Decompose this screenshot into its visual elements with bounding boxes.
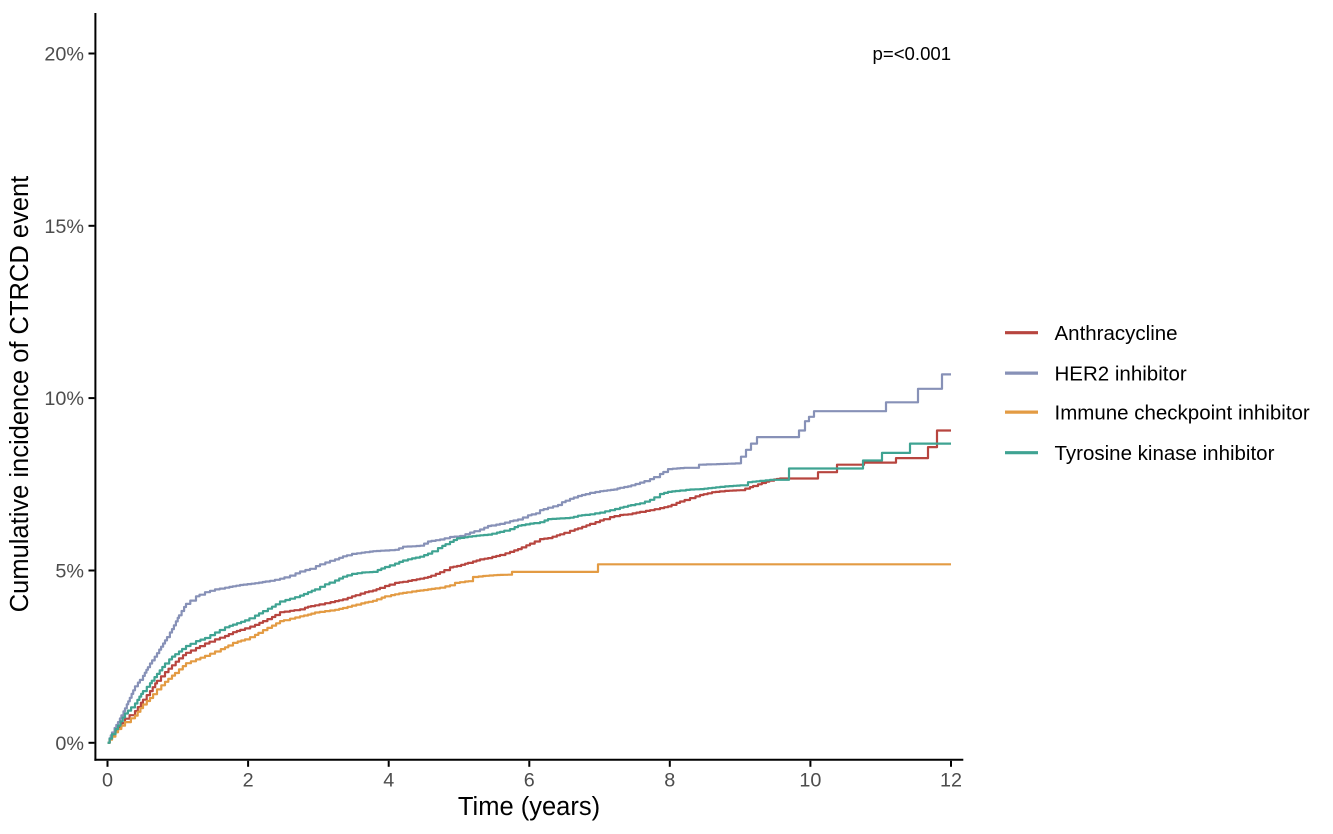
svg-text:4: 4 [383, 770, 394, 792]
svg-text:0%: 0% [55, 733, 84, 755]
svg-text:Immune checkpoint inhibitor: Immune checkpoint inhibitor [1055, 401, 1310, 424]
svg-text:2: 2 [243, 770, 254, 792]
svg-text:HER2 inhibitor: HER2 inhibitor [1055, 362, 1187, 385]
svg-text:12: 12 [940, 770, 962, 792]
svg-text:20%: 20% [44, 44, 84, 66]
svg-text:8: 8 [664, 770, 675, 792]
svg-text:15%: 15% [44, 216, 84, 238]
svg-text:10%: 10% [44, 388, 84, 410]
svg-text:Time (years): Time (years) [458, 793, 600, 821]
svg-text:0: 0 [102, 770, 113, 792]
svg-text:6: 6 [524, 770, 535, 792]
svg-text:Tyrosine kinase inhibitor: Tyrosine kinase inhibitor [1055, 442, 1275, 465]
svg-text:10: 10 [799, 770, 821, 792]
svg-text:Anthracycline: Anthracycline [1055, 322, 1178, 345]
svg-text:Cumulative incidence of CTRCD: Cumulative incidence of CTRCD event [6, 176, 34, 613]
svg-text:p=<0.001: p=<0.001 [873, 43, 952, 64]
svg-text:5%: 5% [55, 561, 84, 583]
